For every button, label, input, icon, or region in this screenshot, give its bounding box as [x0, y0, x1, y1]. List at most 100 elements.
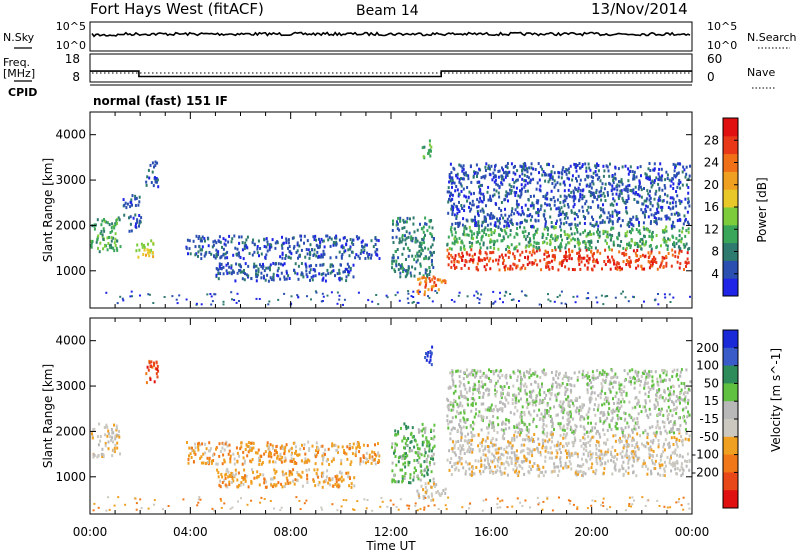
noise-cell	[672, 296, 675, 299]
echo-cell	[585, 259, 588, 263]
echo-cell	[472, 260, 475, 264]
echo-cell	[650, 247, 653, 251]
noise-cell	[547, 298, 550, 301]
echo-cell	[579, 232, 582, 236]
echo-cell	[612, 226, 615, 230]
echo-cell	[315, 471, 318, 475]
echo-cell	[460, 256, 463, 259]
echo-cell	[566, 216, 569, 220]
echo-cell	[426, 473, 429, 477]
echo-cell	[535, 245, 538, 249]
echo-cell	[489, 245, 492, 249]
echo-cell	[583, 195, 586, 199]
echo-cell	[663, 240, 666, 244]
echo-cell	[523, 168, 526, 172]
echo-cell	[417, 428, 420, 432]
echo-cell	[586, 371, 589, 375]
echo-cell	[134, 225, 137, 228]
echo-cell	[649, 202, 652, 206]
echo-cell	[527, 430, 530, 434]
echo-cell	[657, 182, 660, 186]
echo-cell	[660, 205, 663, 209]
echo-cell	[484, 165, 487, 169]
echo-cell	[192, 239, 195, 243]
echo-cell	[377, 461, 380, 464]
echo-cell	[608, 174, 611, 178]
echo-cell	[260, 276, 263, 280]
echo-cell	[99, 435, 102, 438]
echo-cell	[150, 181, 153, 184]
echo-cell	[606, 230, 609, 234]
echo-cell	[363, 245, 366, 249]
echo-cell	[221, 481, 224, 484]
echo-cell	[129, 222, 132, 226]
echo-cell	[648, 399, 651, 403]
echo-cell	[259, 263, 261, 267]
noise-cell	[502, 301, 504, 304]
echo-cell	[573, 203, 576, 206]
echo-cell	[327, 272, 330, 276]
echo-cell	[397, 268, 400, 272]
echo-cell	[275, 444, 278, 448]
echo-cell	[91, 432, 93, 436]
echo-cell	[423, 241, 425, 245]
echo-cell	[670, 224, 673, 228]
echo-cell	[501, 374, 504, 377]
echo-cell	[612, 179, 615, 182]
echo-cell	[541, 470, 544, 474]
echo-cell	[551, 432, 554, 436]
echo-cell	[544, 249, 547, 253]
echo-cell	[246, 235, 249, 239]
echo-cell	[667, 237, 670, 241]
echo-cell	[659, 430, 662, 434]
echo-cell	[101, 447, 104, 451]
echo-cell	[644, 208, 647, 211]
echo-cell	[674, 200, 677, 204]
echo-cell	[202, 461, 205, 465]
echo-cell	[646, 205, 649, 209]
echo-cell	[676, 172, 678, 176]
echo-cell	[103, 244, 106, 248]
echo-cell	[492, 194, 494, 198]
echo-cell	[600, 214, 603, 218]
echo-cell	[611, 220, 614, 224]
echo-cell	[358, 256, 361, 260]
echo-cell	[430, 454, 433, 458]
echo-cell	[459, 246, 462, 250]
echo-cell	[581, 163, 584, 167]
echo-cell	[494, 221, 497, 225]
echo-cell	[260, 264, 263, 268]
echo-cell	[590, 421, 592, 425]
echo-cell	[397, 480, 400, 484]
echo-cell	[401, 468, 403, 472]
echo-cell	[567, 267, 570, 271]
echo-cell	[577, 455, 579, 459]
echo-cell	[281, 235, 283, 239]
echo-cell	[538, 442, 541, 446]
echo-cell	[566, 455, 569, 459]
echo-cell	[633, 386, 636, 390]
echo-cell	[427, 288, 430, 292]
echo-cell	[452, 401, 455, 405]
echo-cell	[427, 247, 430, 251]
echo-cell	[649, 222, 652, 225]
echo-cell	[498, 376, 501, 380]
echo-cell	[530, 436, 533, 440]
echo-cell	[527, 207, 529, 211]
echo-cell	[527, 255, 530, 259]
echo-cell	[457, 468, 460, 472]
echo-cell	[402, 270, 404, 273]
echo-cell	[119, 452, 121, 456]
echo-cell	[150, 239, 153, 243]
echo-cell	[504, 404, 507, 408]
echo-cell	[214, 239, 217, 243]
echo-cell	[679, 218, 682, 222]
echo-cell	[263, 237, 266, 241]
echo-cell	[454, 453, 457, 457]
echo-cell	[455, 204, 458, 208]
echo-cell	[473, 191, 475, 195]
echo-cell	[128, 229, 131, 233]
echo-cell	[628, 241, 631, 245]
echo-cell	[596, 261, 599, 265]
echo-cell	[617, 438, 620, 442]
